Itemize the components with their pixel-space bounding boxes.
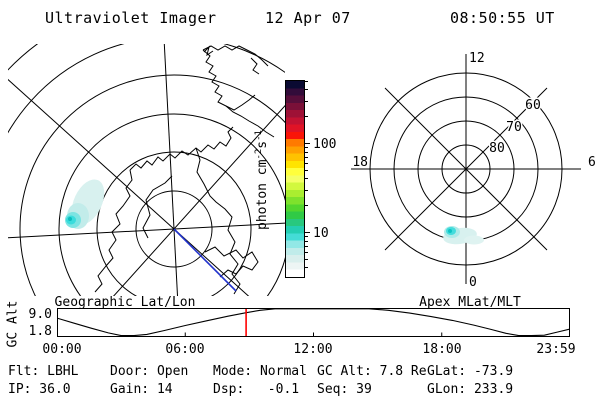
header-time: 08:50:55 UT	[450, 9, 555, 27]
header-date: 12 Apr 07	[265, 9, 351, 27]
colorbar-tick	[305, 189, 308, 191]
mlt-label-0: 0	[469, 275, 477, 290]
exp-minus2: -2	[253, 148, 264, 160]
orbit-track-line	[173, 228, 237, 292]
telemetry-flt: Flt: LBHL	[8, 364, 79, 379]
telemetry-ip: IP: 36.0	[8, 382, 71, 397]
colorbar-tick	[305, 156, 308, 158]
exp-minus1: -1	[253, 130, 264, 141]
polar-axis-labels: 12 18 6 0 60 70 80	[351, 50, 597, 292]
colorbar-tick	[305, 147, 308, 149]
colorbar-tick	[305, 143, 310, 144]
colorbar-tick	[305, 236, 308, 238]
colorbar-tick	[305, 116, 308, 118]
mlt-label-18: 18	[352, 155, 368, 170]
telemetry-gc-alt: GC Alt: 7.8 Re	[317, 364, 427, 379]
geographic-map	[8, 44, 285, 296]
xtick-0000: 00:00	[42, 342, 82, 357]
telemetry-glat: GLat: -73.9	[427, 364, 514, 379]
gc-alt-chart	[57, 308, 570, 337]
gc-alt-axis-label: GC Alt	[5, 300, 21, 348]
right-panel-caption: Apex MLat/MLT	[419, 295, 521, 310]
telemetry-dsp: Dsp: -0.1	[213, 382, 300, 397]
colorbar-tick-100: 100	[313, 137, 337, 152]
colorbar-tick	[305, 251, 308, 253]
xtick-1200: 12:00	[293, 342, 333, 357]
colorbar-tick	[305, 267, 308, 269]
telemetry-seq: Seq: 39	[317, 382, 372, 397]
colorbar-tick	[305, 205, 308, 207]
colorbar-tick	[305, 245, 308, 247]
mlat-ring-80: 80	[489, 141, 505, 156]
colorbar-tick	[305, 240, 308, 242]
xtick-1800: 18:00	[422, 342, 462, 357]
colorbar-tick	[305, 232, 310, 233]
x-axis-ticks	[184, 332, 443, 337]
aurora-patch-apex	[443, 226, 484, 245]
ytick-9: 9.0	[28, 307, 52, 322]
xtick-0600: 06:00	[165, 342, 205, 357]
apex-polar-plot: 12 18 6 0 60 70 80	[351, 50, 597, 292]
aurora-patch-geographic	[65, 179, 105, 229]
colorbar-tick-10: 10	[313, 226, 329, 241]
mlt-label-12: 12	[469, 51, 485, 66]
mlat-ring-60: 60	[525, 98, 541, 113]
colorbar-tick	[305, 80, 308, 82]
telemetry-gain: Gain: 14	[110, 382, 173, 397]
geographic-map-panel	[8, 44, 285, 296]
colorbar-tick	[305, 169, 308, 171]
gc-alt-curve	[57, 308, 570, 337]
colorbar-tick	[305, 89, 308, 91]
colorbar-tick	[305, 100, 308, 102]
colorbar-tick	[305, 178, 308, 180]
apex-polar-panel: 12 18 6 0 60 70 80	[348, 40, 600, 302]
app-title: Ultraviolet Imager	[45, 9, 217, 27]
telemetry-door: Door: Open	[110, 364, 189, 379]
telemetry-mode: Mode: Normal	[213, 364, 307, 379]
ytick-1.8: 1.8	[28, 324, 52, 339]
colorbar-ticks	[305, 80, 315, 278]
mlat-ring-70: 70	[506, 120, 522, 135]
colorbar-tick	[305, 258, 308, 260]
ephemeris-strip	[57, 308, 570, 337]
mlat-mlt-grid	[351, 54, 581, 284]
left-panel-caption: Geographic Lat/Lon	[54, 295, 196, 310]
colorbar-tick	[305, 151, 308, 153]
mlt-label-6: 6	[588, 155, 596, 170]
telemetry-glon: GLon: 233.9	[427, 382, 514, 397]
colorbar-unit-label: photon cm-2s-1	[253, 130, 271, 230]
colorbar	[285, 80, 305, 278]
colorbar-tick	[305, 162, 308, 164]
xtick-2359: 23:59	[536, 342, 576, 357]
coastlines	[94, 45, 275, 295]
chart-frame	[57, 308, 570, 337]
